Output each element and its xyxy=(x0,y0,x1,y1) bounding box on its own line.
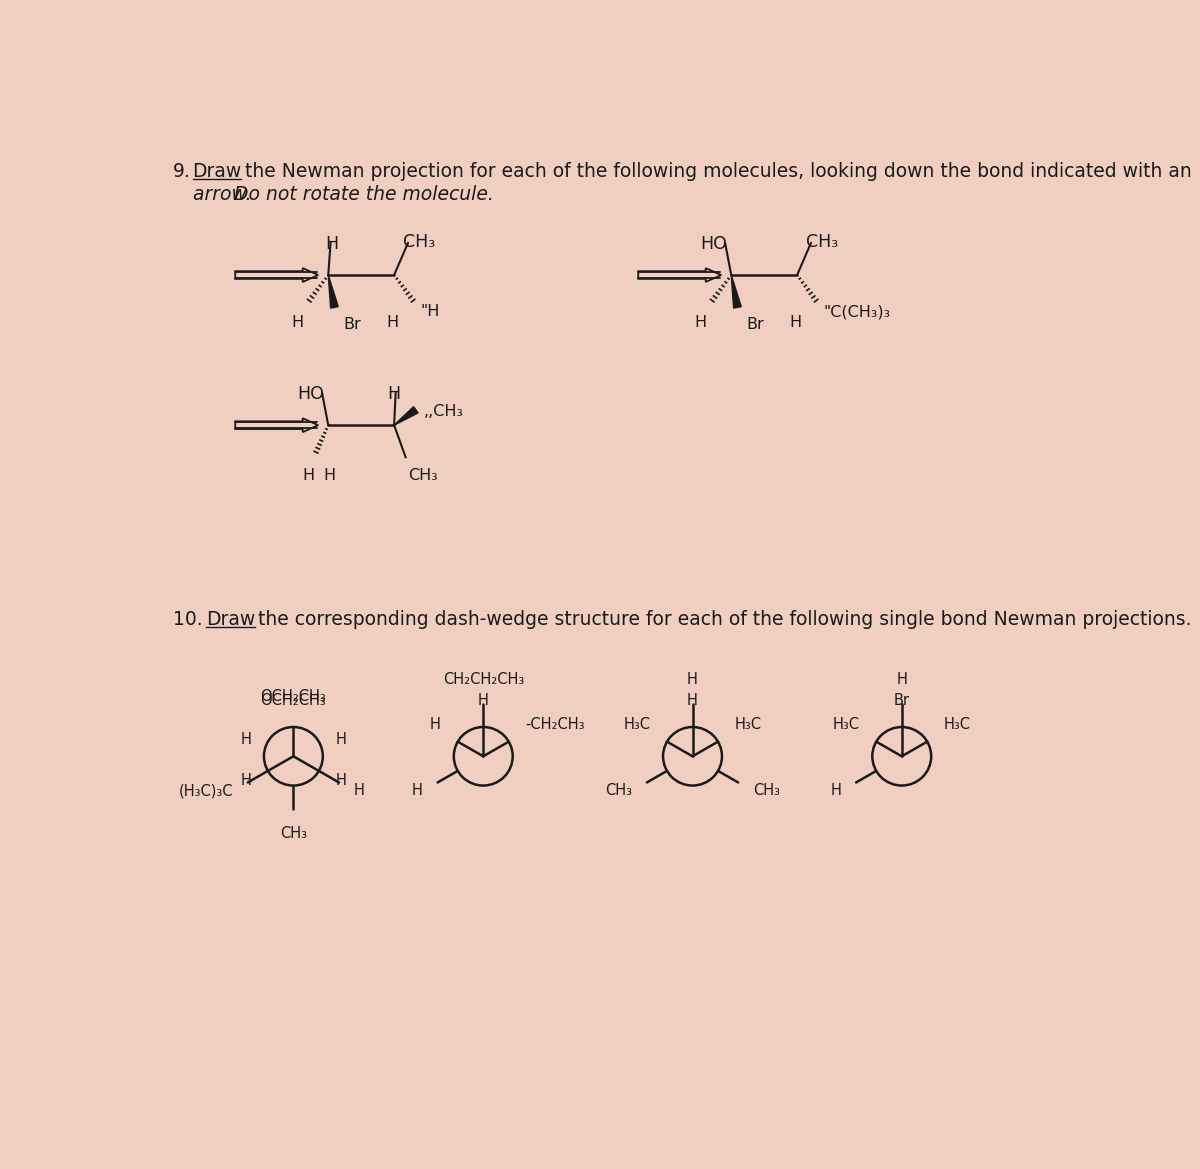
Text: H: H xyxy=(790,316,802,330)
Text: H: H xyxy=(336,732,347,747)
Text: CH₂CH₂CH₃: CH₂CH₂CH₃ xyxy=(443,672,524,687)
Polygon shape xyxy=(731,275,742,309)
Text: H: H xyxy=(688,693,698,707)
FancyArrow shape xyxy=(235,268,318,282)
Text: H₃C: H₃C xyxy=(623,717,650,732)
Text: 10.: 10. xyxy=(173,610,203,629)
Text: HO: HO xyxy=(701,235,727,253)
Text: H: H xyxy=(354,783,365,798)
FancyArrow shape xyxy=(638,268,721,282)
FancyArrow shape xyxy=(235,419,318,433)
Text: H: H xyxy=(478,693,488,707)
Text: H: H xyxy=(240,732,251,747)
Text: the Newman projection for each of the following molecules, looking down the bond: the Newman projection for each of the fo… xyxy=(245,161,1192,181)
Text: H: H xyxy=(688,672,698,687)
Polygon shape xyxy=(394,407,418,426)
Text: H: H xyxy=(292,316,304,330)
Text: H: H xyxy=(386,316,398,330)
Text: Br: Br xyxy=(894,693,910,707)
Text: CH₃: CH₃ xyxy=(408,468,438,483)
Text: Draw: Draw xyxy=(193,161,242,181)
Text: CH₃: CH₃ xyxy=(403,233,436,250)
Text: H: H xyxy=(240,773,251,788)
Text: H: H xyxy=(430,717,440,732)
Text: H: H xyxy=(830,783,841,798)
Text: H: H xyxy=(412,783,422,798)
Text: CH₃: CH₃ xyxy=(605,783,632,798)
Text: H: H xyxy=(694,316,707,330)
Text: "C(CH₃)₃: "C(CH₃)₃ xyxy=(823,304,890,319)
Text: Draw: Draw xyxy=(206,610,256,629)
Text: arrow.: arrow. xyxy=(193,185,257,203)
Text: H: H xyxy=(325,235,338,253)
Text: H₃C: H₃C xyxy=(833,717,859,732)
Text: H: H xyxy=(896,672,907,687)
Text: HO: HO xyxy=(298,385,324,403)
Text: H₃C: H₃C xyxy=(734,717,762,732)
Text: H: H xyxy=(388,385,401,403)
Text: H₃C: H₃C xyxy=(944,717,971,732)
Text: H: H xyxy=(324,468,336,483)
Text: H: H xyxy=(336,773,347,788)
Text: the corresponding dash-wedge structure for each of the following single bond New: the corresponding dash-wedge structure f… xyxy=(258,610,1192,629)
Text: Br: Br xyxy=(343,317,361,332)
Text: (H₃C)₃C: (H₃C)₃C xyxy=(179,783,233,798)
Text: -CH₂CH₃: -CH₂CH₃ xyxy=(526,717,586,732)
Text: ,,CH₃: ,,CH₃ xyxy=(424,403,463,419)
Text: OCH₂CH₃: OCH₂CH₃ xyxy=(260,693,326,707)
Text: "H: "H xyxy=(420,304,440,319)
Text: Do not rotate the molecule.: Do not rotate the molecule. xyxy=(234,185,494,203)
Text: CH₃: CH₃ xyxy=(806,233,839,250)
Text: H: H xyxy=(302,468,314,483)
Text: CH₃: CH₃ xyxy=(280,825,307,841)
Text: Br: Br xyxy=(746,317,764,332)
Text: CH₃: CH₃ xyxy=(752,783,780,798)
Text: 9.: 9. xyxy=(173,161,191,181)
Text: OCH₂CH₃: OCH₂CH₃ xyxy=(260,689,326,704)
Polygon shape xyxy=(329,275,338,309)
